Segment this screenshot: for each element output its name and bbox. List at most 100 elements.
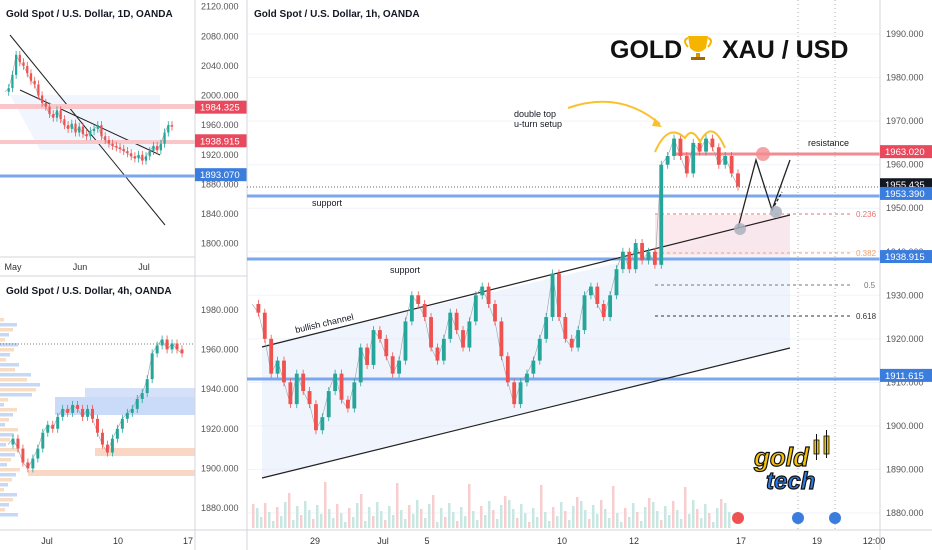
event-icon-flash[interactable] xyxy=(732,512,744,524)
daily-mid-zone xyxy=(0,140,195,144)
h1-candle xyxy=(525,373,529,383)
h4-candle xyxy=(61,408,65,417)
daily-chart-title: Gold Spot / U.S. Dollar, 1D, OANDA xyxy=(6,9,173,20)
h1-candle xyxy=(448,312,453,339)
h1-candle xyxy=(307,391,312,405)
double-top-arrow xyxy=(567,100,661,125)
h1-volume-bar xyxy=(632,503,635,528)
daily-x-tick: Jun xyxy=(73,262,88,272)
h4-volume-profile-bar xyxy=(0,368,15,372)
h1-candle xyxy=(691,142,696,174)
h1-candle xyxy=(326,391,331,418)
h1-volume-bar xyxy=(252,504,255,528)
h1-volume-bar xyxy=(384,520,387,528)
h1-volume-bar xyxy=(428,504,431,528)
daily-candle xyxy=(18,54,21,63)
h1-volume-bar xyxy=(424,518,427,528)
h1-candle xyxy=(294,373,299,405)
h1-volume-bar xyxy=(388,506,391,528)
h1-candle xyxy=(512,382,517,405)
h1-chart-title: Gold Spot / U.S. Dollar, 1h, OANDA xyxy=(254,9,420,20)
h1-candle xyxy=(595,286,600,304)
h1-candle xyxy=(256,304,261,313)
h1-candle xyxy=(320,417,325,431)
h4-volume-profile-bar xyxy=(0,468,20,472)
h1-volume-bar xyxy=(268,512,271,528)
daily-y-tick: 2080.000 xyxy=(201,31,239,41)
double-top-label-1: double top xyxy=(514,109,556,119)
h4-y-tick: 1960.000 xyxy=(201,344,239,354)
h4-candle xyxy=(91,408,95,419)
h1-candle xyxy=(333,373,338,392)
resistance-label: resistance xyxy=(808,138,849,148)
h1-candle xyxy=(467,321,472,348)
daily-x-tick: Jul xyxy=(138,262,150,272)
h1-volume-bar xyxy=(556,516,559,528)
h1-x-tick: 5 xyxy=(424,536,429,546)
h1-volume-bar xyxy=(360,494,363,528)
h1-candle xyxy=(435,347,440,361)
h1-candle xyxy=(505,356,510,383)
h1-x-tick: 10 xyxy=(557,536,567,546)
h1-y-tick: 1890.000 xyxy=(886,464,924,474)
daily-candle xyxy=(100,125,103,137)
h1-candle xyxy=(582,295,587,331)
daily-y-tick: 1800.000 xyxy=(201,239,239,249)
h4-volume-profile-bar xyxy=(0,478,12,482)
h1-y-tick: 1960.000 xyxy=(886,160,924,170)
h1-volume-bar xyxy=(380,511,383,528)
h1-price-tag: 1953.390 xyxy=(885,189,925,200)
h4-y-tick: 1900.000 xyxy=(201,463,239,473)
daily-price-tag-bg xyxy=(195,168,247,182)
support-label-lower: support xyxy=(390,265,421,275)
h4-candle xyxy=(155,345,159,354)
h1-price-tag-bg xyxy=(880,145,932,159)
h1-volume-bar xyxy=(296,506,299,528)
h1-volume-bar xyxy=(396,483,399,528)
h1-volume-bar xyxy=(460,507,463,528)
h1-volume-bar xyxy=(572,506,575,528)
trophy-icon xyxy=(684,36,712,60)
h4-volume-profile-bar xyxy=(0,448,19,452)
h1-volume-bar xyxy=(560,502,563,528)
h1-candle xyxy=(403,321,408,361)
daily-candle xyxy=(44,102,47,107)
h1-volume-bar xyxy=(512,509,515,528)
daily-y-axis: 2120.000 2080.000 2040.000 2000.000 1960.000… xyxy=(194,0,247,276)
h4-volume-profile-bar xyxy=(0,328,13,332)
h1-volume-bar xyxy=(436,522,439,528)
h1-volume-bar xyxy=(544,512,547,528)
h1-volume-bar xyxy=(452,512,455,528)
h4-volume-profile-bar xyxy=(0,408,17,412)
h1-volume-bar xyxy=(304,501,307,528)
h1-volume-bar xyxy=(276,507,279,528)
projection-path xyxy=(737,157,791,229)
low-marker-1 xyxy=(734,223,746,235)
fib-label-05: 0.5 xyxy=(864,281,876,290)
h1-x-tick: 12:00 xyxy=(863,536,886,546)
h1-price-tag: 1911.615 xyxy=(885,371,924,382)
h1-candle xyxy=(346,399,350,409)
h4-candle xyxy=(175,343,179,350)
h4-volume-profile-bar xyxy=(0,488,4,492)
h1-y-tick: 1950.000 xyxy=(886,203,924,213)
h1-candle xyxy=(729,156,734,174)
double-top-label-2: u-turn setup xyxy=(514,119,562,129)
h1-y-tick: 1980.000 xyxy=(886,73,924,83)
h1-volume-bar xyxy=(576,497,579,528)
h1-volume-bar xyxy=(608,518,611,528)
h1-volume-bar xyxy=(392,515,395,528)
h1-candle xyxy=(716,147,721,165)
h1-volume-bar xyxy=(412,514,415,528)
h4-volume-profile-bar xyxy=(0,483,8,487)
h1-candle xyxy=(486,286,491,304)
h1-volume-bar xyxy=(684,487,687,528)
h1-candle xyxy=(262,312,267,339)
event-icon-flag-us-1[interactable] xyxy=(792,512,804,524)
event-icon-flag-us-2[interactable] xyxy=(829,512,841,524)
h1-volume-bar xyxy=(480,506,483,528)
daily-candle xyxy=(11,74,14,89)
h4-volume-profile-bar xyxy=(0,513,18,517)
h1-volume-bar xyxy=(540,485,543,528)
h1-volume-bar xyxy=(408,505,411,528)
